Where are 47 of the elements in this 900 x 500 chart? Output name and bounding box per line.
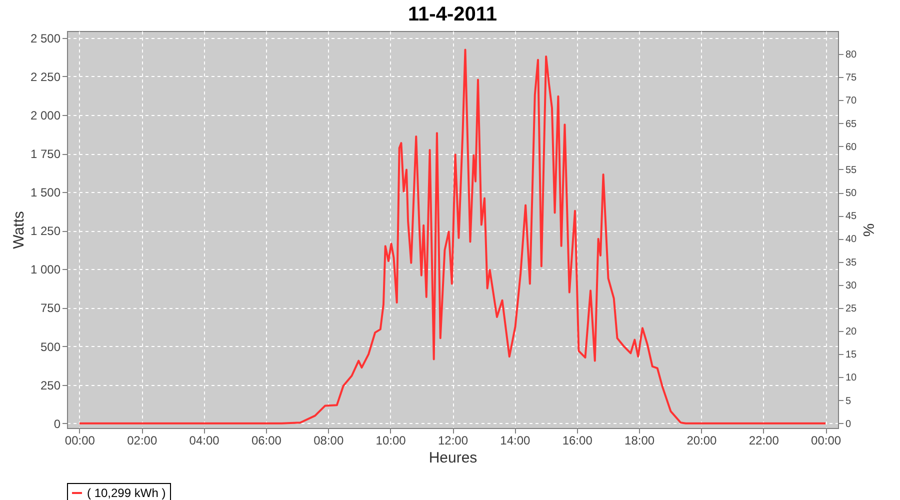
y2-tick-label: 45	[846, 211, 858, 222]
y2-tick-label: 40	[846, 234, 858, 246]
y2-tick-label: 80	[846, 50, 858, 61]
x-axis-title: Heures	[428, 450, 478, 466]
x-tick-label: 00:00	[64, 434, 96, 448]
y2-tick-label: 60	[846, 142, 858, 153]
x-tick-label: 00:00	[811, 434, 842, 448]
x-tick-label: 10:00	[376, 434, 406, 448]
x-tick-label: 04:00	[189, 434, 220, 448]
y-tick-label: 250	[40, 378, 61, 392]
chart-title: 11-4-2011	[408, 3, 497, 26]
x-tick-label: 22:00	[748, 434, 780, 448]
y2-tick-label: 0	[846, 418, 852, 430]
x-tick-label: 12:00	[438, 434, 468, 448]
y2-axis-title: %	[860, 223, 877, 237]
y-tick-label: 2 250	[30, 70, 61, 84]
x-tick-label: 18:00	[624, 434, 655, 448]
y2-tick-label: 15	[846, 350, 858, 361]
y-axis-title: Watts	[10, 211, 28, 249]
y-tick-label: 2 000	[30, 108, 61, 123]
y-tick-label: 2 500	[30, 31, 61, 46]
y-tick-label: 0	[54, 416, 61, 431]
legend-label: ( 10,299 kWh )	[87, 486, 166, 500]
x-tick-label: 08:00	[314, 434, 344, 448]
y2-tick-label: 30	[846, 280, 858, 292]
y2-tick-label: 25	[846, 303, 858, 314]
y-tick-label: 500	[40, 340, 61, 354]
x-tick-label: 06:00	[251, 434, 282, 448]
y2-tick-label: 55	[846, 164, 858, 176]
y2-tick-label: 5	[846, 396, 852, 407]
y2-tick-label: 75	[846, 72, 858, 84]
x-tick-label: 14:00	[500, 434, 531, 448]
y2-tick-label: 10	[846, 372, 858, 384]
x-tick-label: 02:00	[127, 434, 158, 448]
y2-tick-label: 65	[846, 118, 858, 130]
y-tick-label: 750	[40, 301, 61, 316]
y2-tick-label: 50	[846, 188, 858, 200]
y-tick-label: 1 750	[30, 147, 61, 162]
x-tick-label: 20:00	[686, 434, 718, 448]
x-tick-label: 16:00	[562, 434, 593, 448]
y2-tick-label: 70	[846, 96, 858, 107]
y-tick-label: 1 000	[30, 262, 61, 277]
y2-tick-label: 35	[846, 257, 858, 268]
line-series	[78, 48, 827, 424]
y-tick-label: 1 250	[30, 224, 61, 238]
y-tick-label: 1 500	[30, 186, 61, 200]
y2-tick-label: 20	[846, 326, 858, 338]
